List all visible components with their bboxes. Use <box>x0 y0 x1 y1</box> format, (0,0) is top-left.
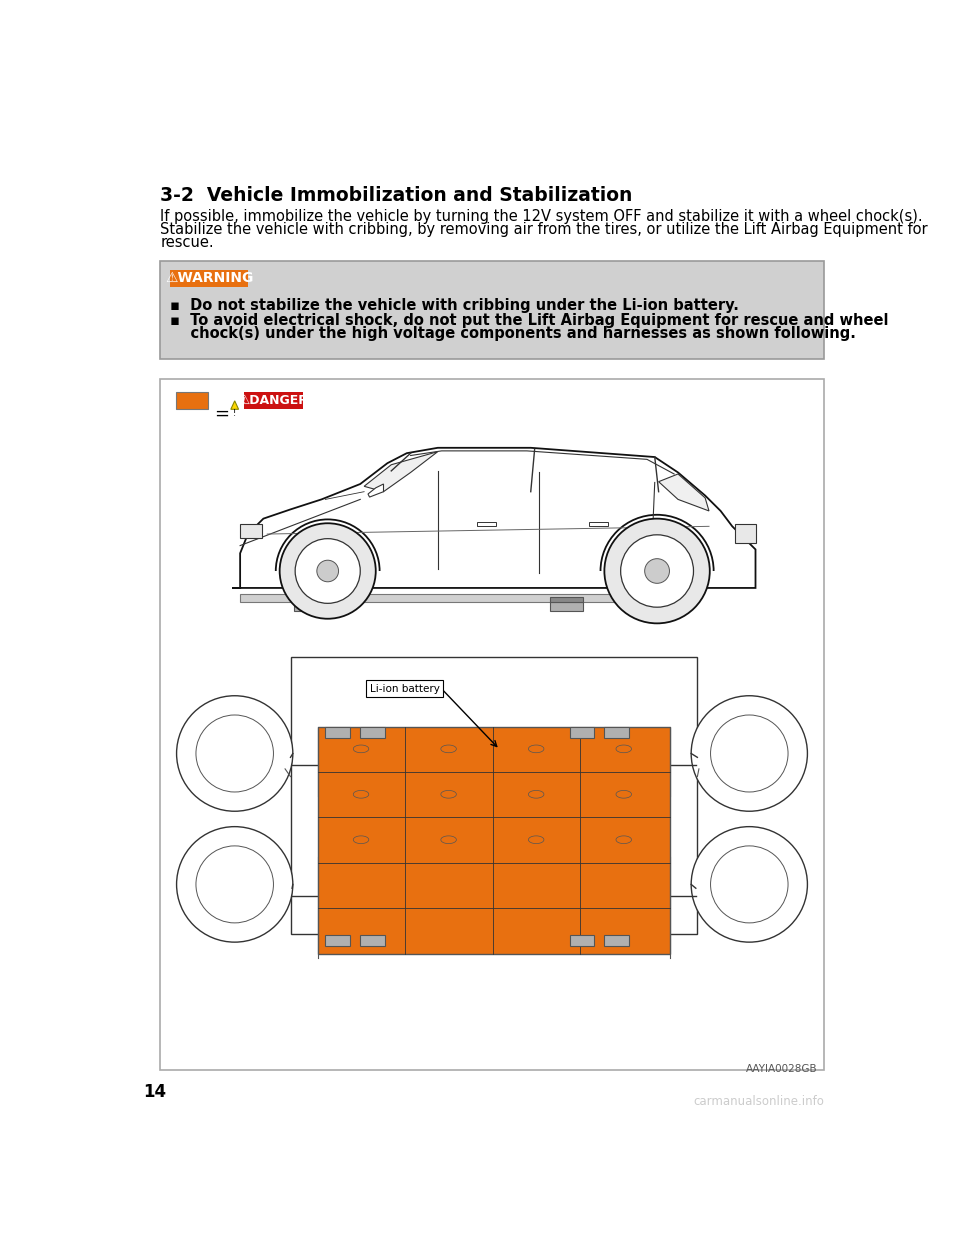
Bar <box>569 935 594 946</box>
Polygon shape <box>232 448 756 587</box>
Bar <box>176 392 208 410</box>
Text: ▪  Do not stabilize the vehicle with cribbing under the Li-ion battery.: ▪ Do not stabilize the vehicle with crib… <box>170 298 739 313</box>
Circle shape <box>196 715 274 792</box>
Bar <box>605 935 629 946</box>
Bar <box>240 524 262 538</box>
Bar <box>360 728 385 738</box>
Circle shape <box>177 696 293 811</box>
Text: AAYIA0028GB: AAYIA0028GB <box>746 1064 818 1074</box>
Circle shape <box>621 535 693 607</box>
Bar <box>550 602 583 611</box>
Circle shape <box>295 539 360 604</box>
Text: ▪  To avoid electrical shock, do not put the Lift Airbag Equipment for rescue an: ▪ To avoid electrical shock, do not put … <box>170 313 889 328</box>
Polygon shape <box>659 474 709 510</box>
Bar <box>325 935 350 946</box>
Bar <box>605 728 629 738</box>
Bar <box>734 524 756 543</box>
Text: !: ! <box>233 409 236 417</box>
Text: =: = <box>214 405 229 422</box>
Text: 14: 14 <box>143 1083 166 1102</box>
Text: chock(s) under the high voltage components and harnesses as shown following.: chock(s) under the high voltage componen… <box>170 327 856 342</box>
Text: rescue.: rescue. <box>160 235 214 251</box>
Bar <box>569 728 594 738</box>
Polygon shape <box>364 452 438 492</box>
Polygon shape <box>230 401 239 410</box>
Text: carmanualsonline.info: carmanualsonline.info <box>693 1094 825 1108</box>
Bar <box>160 261 824 359</box>
Text: If possible, immobilize the vehicle by turning the 12V system OFF and stabilize : If possible, immobilize the vehicle by t… <box>160 209 923 224</box>
Bar <box>160 379 824 1069</box>
Text: Li-ion battery: Li-ion battery <box>370 684 440 694</box>
Text: 3-2  Vehicle Immobilization and Stabilization: 3-2 Vehicle Immobilization and Stabiliza… <box>160 186 633 205</box>
Text: ⚠WARNING: ⚠WARNING <box>165 272 253 286</box>
Bar <box>588 523 609 527</box>
Text: ⚠DANGER: ⚠DANGER <box>238 394 308 407</box>
Bar <box>170 270 248 287</box>
Circle shape <box>710 846 788 923</box>
Bar <box>318 727 670 954</box>
Bar <box>550 597 583 602</box>
Circle shape <box>196 846 274 923</box>
Bar <box>325 728 350 738</box>
Bar <box>360 935 385 946</box>
Bar <box>295 602 327 611</box>
Text: Stabilize the vehicle with cribbing, by removing air from the tires, or utilize : Stabilize the vehicle with cribbing, by … <box>160 222 928 237</box>
Polygon shape <box>368 484 383 497</box>
Circle shape <box>645 559 669 584</box>
Circle shape <box>605 519 709 623</box>
Bar <box>291 657 697 934</box>
Bar <box>476 523 496 527</box>
Circle shape <box>691 696 807 811</box>
Circle shape <box>710 715 788 792</box>
FancyBboxPatch shape <box>367 681 444 697</box>
Circle shape <box>177 827 293 943</box>
Circle shape <box>691 827 807 943</box>
Bar <box>295 597 327 602</box>
Bar <box>244 392 303 410</box>
Circle shape <box>279 523 375 619</box>
Circle shape <box>317 560 339 581</box>
Bar <box>240 594 662 602</box>
